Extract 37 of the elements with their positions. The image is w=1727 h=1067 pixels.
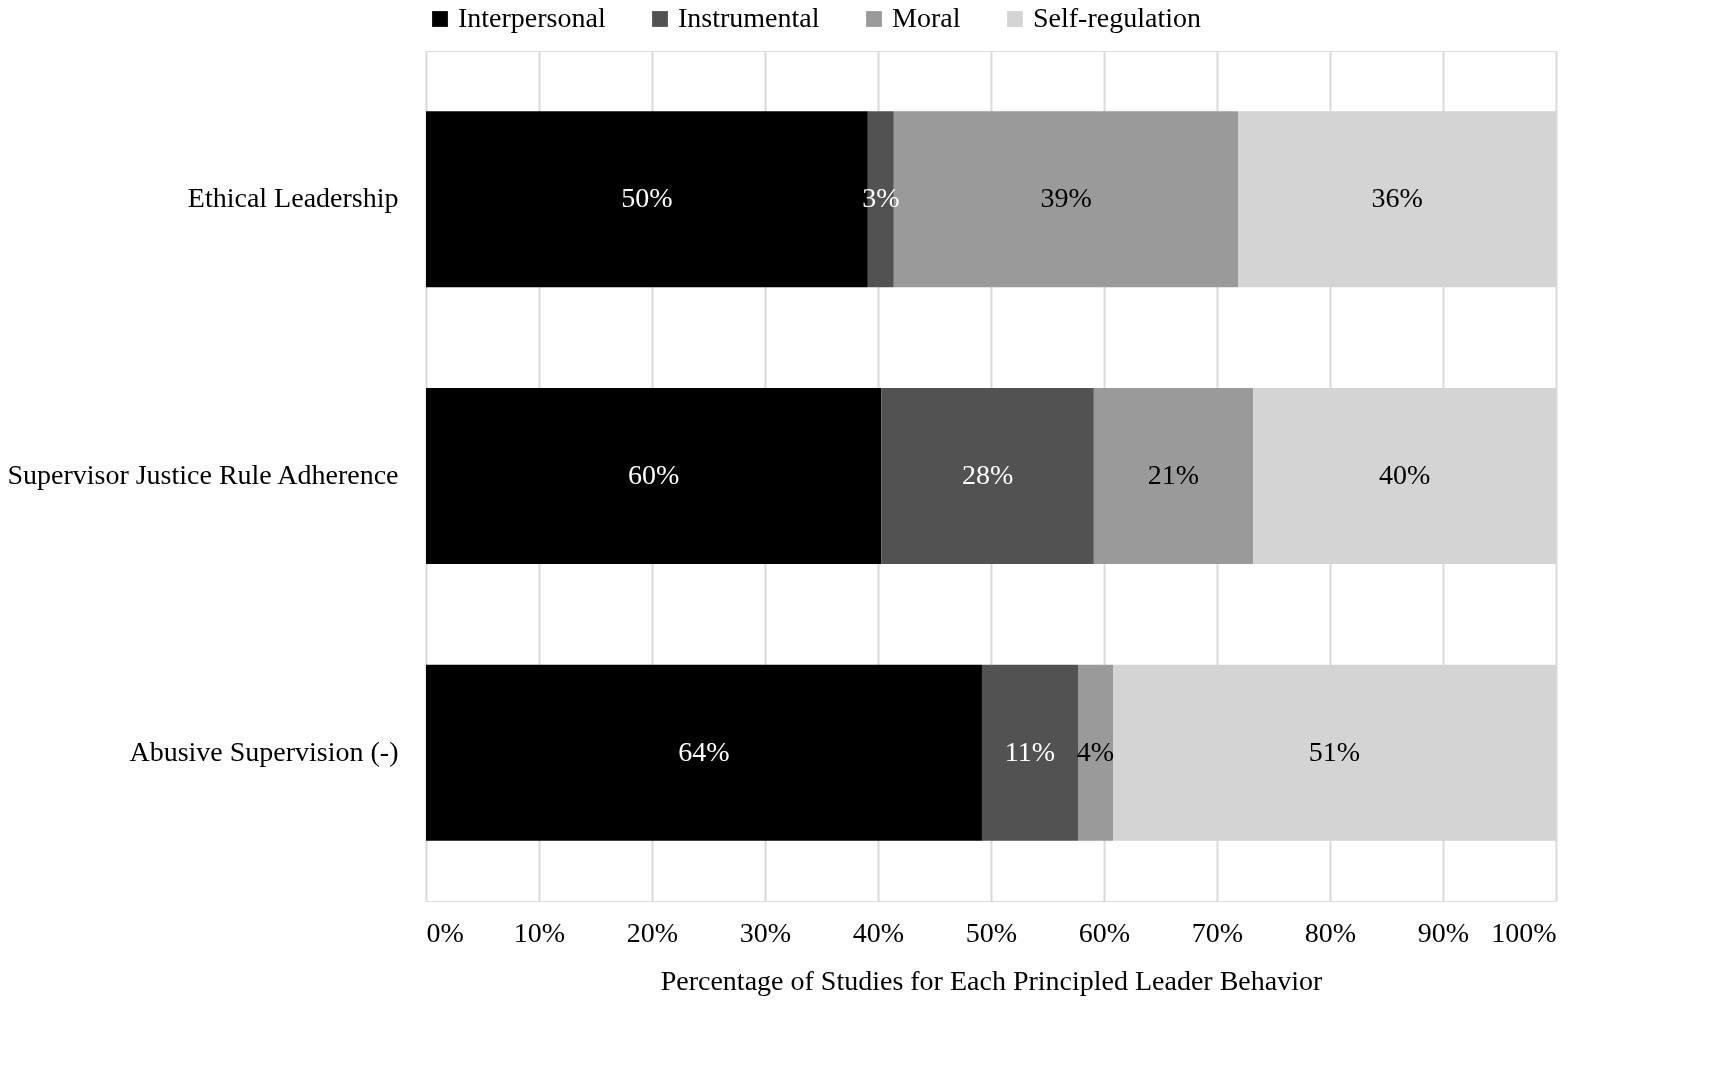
bar	[426, 664, 982, 841]
bar	[1078, 664, 1114, 841]
x-tick-label: 70%	[1191, 916, 1244, 948]
annotation: 60%	[628, 459, 680, 490]
bar	[426, 388, 882, 564]
annotation: 39%	[1040, 182, 1092, 214]
x-tick-label: 60%	[1078, 916, 1131, 948]
x-tick-label: 100%	[1491, 916, 1557, 948]
legend-label: Moral	[892, 2, 961, 33]
bar	[981, 664, 1079, 841]
annotation: 3%	[862, 182, 900, 214]
x-tick-label: 90%	[1417, 916, 1470, 948]
annotation: 50%	[621, 182, 673, 214]
x-tick-label: 0%	[426, 916, 464, 948]
y-tick-label: Supervisor Justice Rule Adherence	[7, 459, 399, 490]
x-tick-label: 40%	[852, 916, 905, 948]
annotation: 64%	[678, 735, 730, 767]
x-tick-label: 80%	[1304, 916, 1357, 948]
bar	[1093, 388, 1254, 564]
legend-label: Interpersonal	[458, 2, 606, 33]
legend-label: Instrumental	[678, 2, 820, 33]
annotation: 36%	[1371, 182, 1423, 214]
annotation: 40%	[1378, 459, 1431, 490]
legend-label: Self-regulation	[1033, 2, 1201, 33]
annotation: 21%	[1147, 459, 1200, 490]
x-tick-label: 20%	[626, 916, 679, 948]
x-tick-label: 10%	[513, 916, 566, 948]
y-tick-label: Ethical Leadership	[187, 182, 399, 214]
bar	[881, 388, 1094, 564]
y-tick-label: Abusive Supervision (-)	[129, 735, 399, 767]
annotation: 11%	[1004, 735, 1056, 767]
x-tick-label: 30%	[739, 916, 792, 948]
annotation: 51%	[1308, 735, 1361, 767]
x-tick-label: 50%	[965, 916, 1018, 948]
annotation: 4%	[1076, 735, 1115, 767]
annotation: 28%	[961, 459, 1014, 490]
x-axis-title: Percentage of Studies for Each Principled Leader Behavior	[660, 964, 1323, 996]
